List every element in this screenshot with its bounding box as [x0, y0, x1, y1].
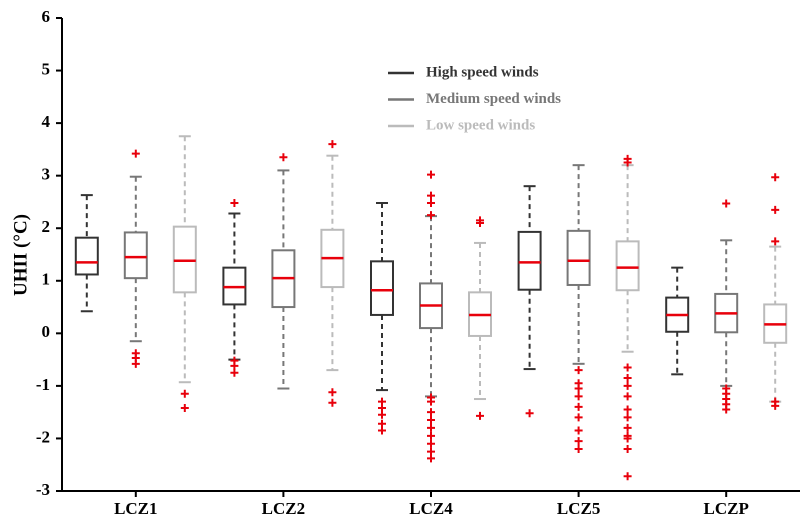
outlier: [623, 374, 632, 383]
box: [517, 230, 542, 291]
outlier: [525, 409, 534, 418]
y-tick-label: -3: [36, 480, 50, 499]
outlier: [427, 191, 435, 200]
x-tick-label: LCZ2: [262, 499, 305, 518]
outlier: [427, 454, 435, 463]
outlier: [623, 363, 632, 372]
y-tick-label: 1: [42, 270, 51, 289]
y-tick-label: 6: [42, 7, 51, 26]
outlier: [427, 198, 435, 207]
outlier: [180, 389, 189, 398]
outlier: [427, 423, 435, 432]
outlier: [623, 434, 632, 443]
outlier: [771, 237, 780, 246]
outlier: [427, 447, 435, 456]
outlier: [771, 401, 780, 410]
outlier: [574, 426, 583, 435]
outlier: [328, 398, 337, 407]
y-tick-label: -2: [36, 427, 50, 446]
outlier: [427, 431, 435, 440]
outlier: [230, 368, 239, 377]
outlier: [574, 366, 583, 375]
x-tick-label: LCZP: [704, 499, 749, 518]
outlier: [623, 472, 632, 481]
outlier: [378, 426, 386, 435]
legend-label: Medium speed winds: [426, 91, 561, 107]
outlier: [131, 359, 140, 368]
outlier: [180, 403, 189, 412]
box: [566, 229, 591, 286]
x-tick-label: LCZ5: [557, 499, 600, 518]
x-tick-label: LCZ1: [114, 499, 157, 518]
x-tick-label: LCZ4: [409, 499, 453, 518]
y-tick-label: 3: [42, 165, 51, 184]
y-tick-label: 0: [42, 322, 51, 341]
outlier: [722, 405, 731, 414]
legend-label: High speed winds: [426, 64, 539, 80]
outlier: [328, 140, 337, 149]
outlier: [574, 444, 583, 453]
box: [172, 225, 197, 294]
outlier: [378, 419, 386, 428]
outlier: [476, 218, 484, 227]
outlier: [427, 170, 435, 179]
outlier: [574, 437, 583, 446]
y-axis-label: UHII (°C): [10, 214, 31, 296]
y-tick-label: -1: [36, 375, 50, 394]
outlier: [623, 444, 632, 453]
outlier: [574, 413, 583, 422]
box: [123, 231, 148, 280]
outlier: [722, 199, 731, 208]
outlier: [378, 410, 386, 419]
outlier: [476, 411, 484, 420]
outlier: [623, 158, 632, 167]
y-tick-label: 4: [42, 112, 51, 131]
outlier: [378, 403, 386, 412]
outlier: [328, 388, 337, 397]
outlier: [427, 416, 435, 425]
y-tick-label: 2: [42, 217, 51, 236]
outlier: [131, 149, 140, 158]
outlier: [623, 381, 632, 390]
outlier: [230, 198, 239, 207]
box: [615, 240, 640, 292]
outlier: [574, 402, 583, 411]
box: [74, 236, 99, 276]
outlier: [574, 392, 583, 401]
outlier: [230, 361, 239, 370]
outlier: [574, 384, 583, 393]
box: [370, 260, 394, 316]
outlier: [771, 173, 780, 182]
legend-label: Low speed winds: [426, 117, 535, 133]
outlier: [623, 423, 632, 432]
outlier: [623, 405, 632, 414]
outlier: [623, 413, 632, 422]
outlier: [427, 408, 435, 417]
outlier: [279, 153, 288, 162]
outlier: [427, 439, 435, 448]
outlier: [623, 392, 632, 401]
outlier: [771, 205, 780, 214]
outlier: [427, 211, 435, 220]
outlier: [427, 397, 435, 406]
y-tick-label: 5: [42, 59, 51, 78]
